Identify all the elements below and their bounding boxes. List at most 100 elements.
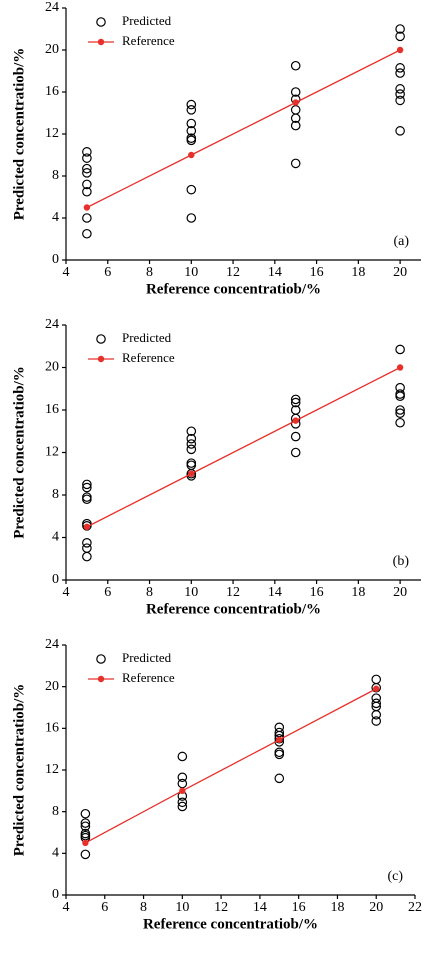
y-tick-label: 0 (52, 252, 59, 267)
predicted-point (290, 397, 301, 408)
x-tick-label: 4 (63, 585, 70, 600)
predicted-point (290, 60, 301, 71)
y-tick-label: 16 (45, 721, 59, 736)
x-axis-title: Reference concentratiob/% (143, 916, 318, 932)
predicted-point (177, 797, 188, 808)
predicted-point (290, 113, 301, 124)
y-tick-label: 12 (45, 126, 59, 141)
predicted-point (82, 543, 92, 553)
predicted-point (82, 147, 92, 157)
x-tick-label: 10 (184, 265, 198, 280)
legend-label: Reference (122, 350, 175, 365)
x-tick-label: 18 (351, 265, 365, 280)
reference-point (179, 787, 186, 795)
reference-line (86, 49, 401, 209)
predicted-point (82, 538, 92, 548)
predicted-point (395, 68, 405, 78)
reference-point (188, 470, 195, 477)
reference-point (82, 839, 89, 847)
reference-point (188, 151, 195, 159)
predicted-point (186, 426, 197, 437)
panel-label: (b) (393, 554, 410, 569)
predicted-point (82, 228, 92, 239)
predicted-point (82, 213, 92, 223)
legend-marker (96, 17, 106, 27)
predicted-point (186, 105, 197, 115)
predicted-point (177, 778, 188, 789)
y-tick-label: 20 (45, 42, 59, 57)
x-tick-label: 4 (63, 265, 70, 280)
x-tick-label: 20 (369, 900, 383, 915)
y-tick-label: 24 (45, 317, 59, 332)
predicted-point (186, 184, 197, 195)
legend-marker (97, 38, 105, 46)
predicted-point (186, 118, 197, 129)
x-tick-label: 18 (351, 585, 365, 600)
predicted-point (274, 749, 285, 760)
y-tick-label: 24 (45, 637, 59, 652)
predicted-point (80, 821, 91, 832)
predicted-point (82, 494, 92, 505)
y-tick-label: 24 (45, 0, 59, 15)
predicted-point (371, 698, 382, 709)
legend-label: Predicted (122, 13, 172, 28)
legend-label: Reference (122, 670, 175, 685)
reference-point (276, 736, 283, 743)
x-tick-label: 14 (268, 265, 282, 280)
reference-point (83, 204, 91, 211)
predicted-point (395, 126, 405, 136)
predicted-point (395, 63, 405, 73)
y-axis-title: Predicted concentratiob/% (11, 366, 27, 539)
predicted-point (82, 179, 92, 190)
legend-label: Reference (122, 33, 175, 48)
x-tick-label: 16 (310, 265, 324, 280)
x-tick-label: 14 (253, 900, 267, 915)
predicted-point (395, 408, 405, 418)
reference-point (396, 364, 404, 371)
x-tick-label: 16 (292, 900, 306, 915)
reference-line (85, 688, 377, 844)
panel-label: (a) (393, 234, 409, 249)
predicted-point (395, 84, 405, 94)
panel-label: (c) (387, 869, 403, 884)
predicted-point (290, 120, 301, 131)
x-tick-label: 10 (175, 900, 189, 915)
y-tick-label: 16 (45, 84, 59, 99)
y-tick-label: 8 (52, 168, 59, 183)
predicted-point (371, 716, 382, 726)
predicted-point (177, 772, 188, 783)
predicted-point (371, 674, 382, 685)
y-tick-label: 20 (45, 679, 59, 694)
x-tick-label: 8 (146, 265, 153, 280)
x-tick-label: 20 (393, 585, 407, 600)
y-tick-label: 12 (45, 445, 59, 460)
predicted-point (82, 479, 92, 490)
reference-point (292, 417, 299, 424)
predicted-point (186, 99, 197, 110)
predicted-point (80, 818, 91, 828)
predicted-point (395, 24, 405, 34)
y-tick-label: 20 (45, 360, 59, 375)
predicted-point (186, 135, 197, 146)
x-tick-label: 20 (393, 265, 407, 280)
legend-label: Predicted (122, 330, 172, 345)
x-tick-label: 6 (104, 585, 111, 600)
legend-marker (96, 654, 106, 664)
predicted-point (80, 849, 91, 860)
y-tick-label: 12 (45, 762, 59, 777)
x-axis-title: Reference concentratiob/% (146, 281, 321, 297)
reference-line (86, 366, 401, 528)
predicted-point (80, 808, 91, 819)
x-tick-label: 8 (146, 585, 153, 600)
predicted-point (395, 417, 405, 428)
predicted-point (395, 405, 405, 415)
reference-point (373, 685, 380, 692)
predicted-point (177, 801, 188, 812)
y-tick-label: 8 (52, 487, 59, 502)
predicted-point (395, 31, 405, 42)
predicted-point (395, 391, 405, 401)
y-tick-label: 16 (45, 402, 59, 417)
y-tick-label: 4 (52, 210, 59, 225)
predicted-point (82, 551, 92, 562)
predicted-point (82, 168, 92, 178)
